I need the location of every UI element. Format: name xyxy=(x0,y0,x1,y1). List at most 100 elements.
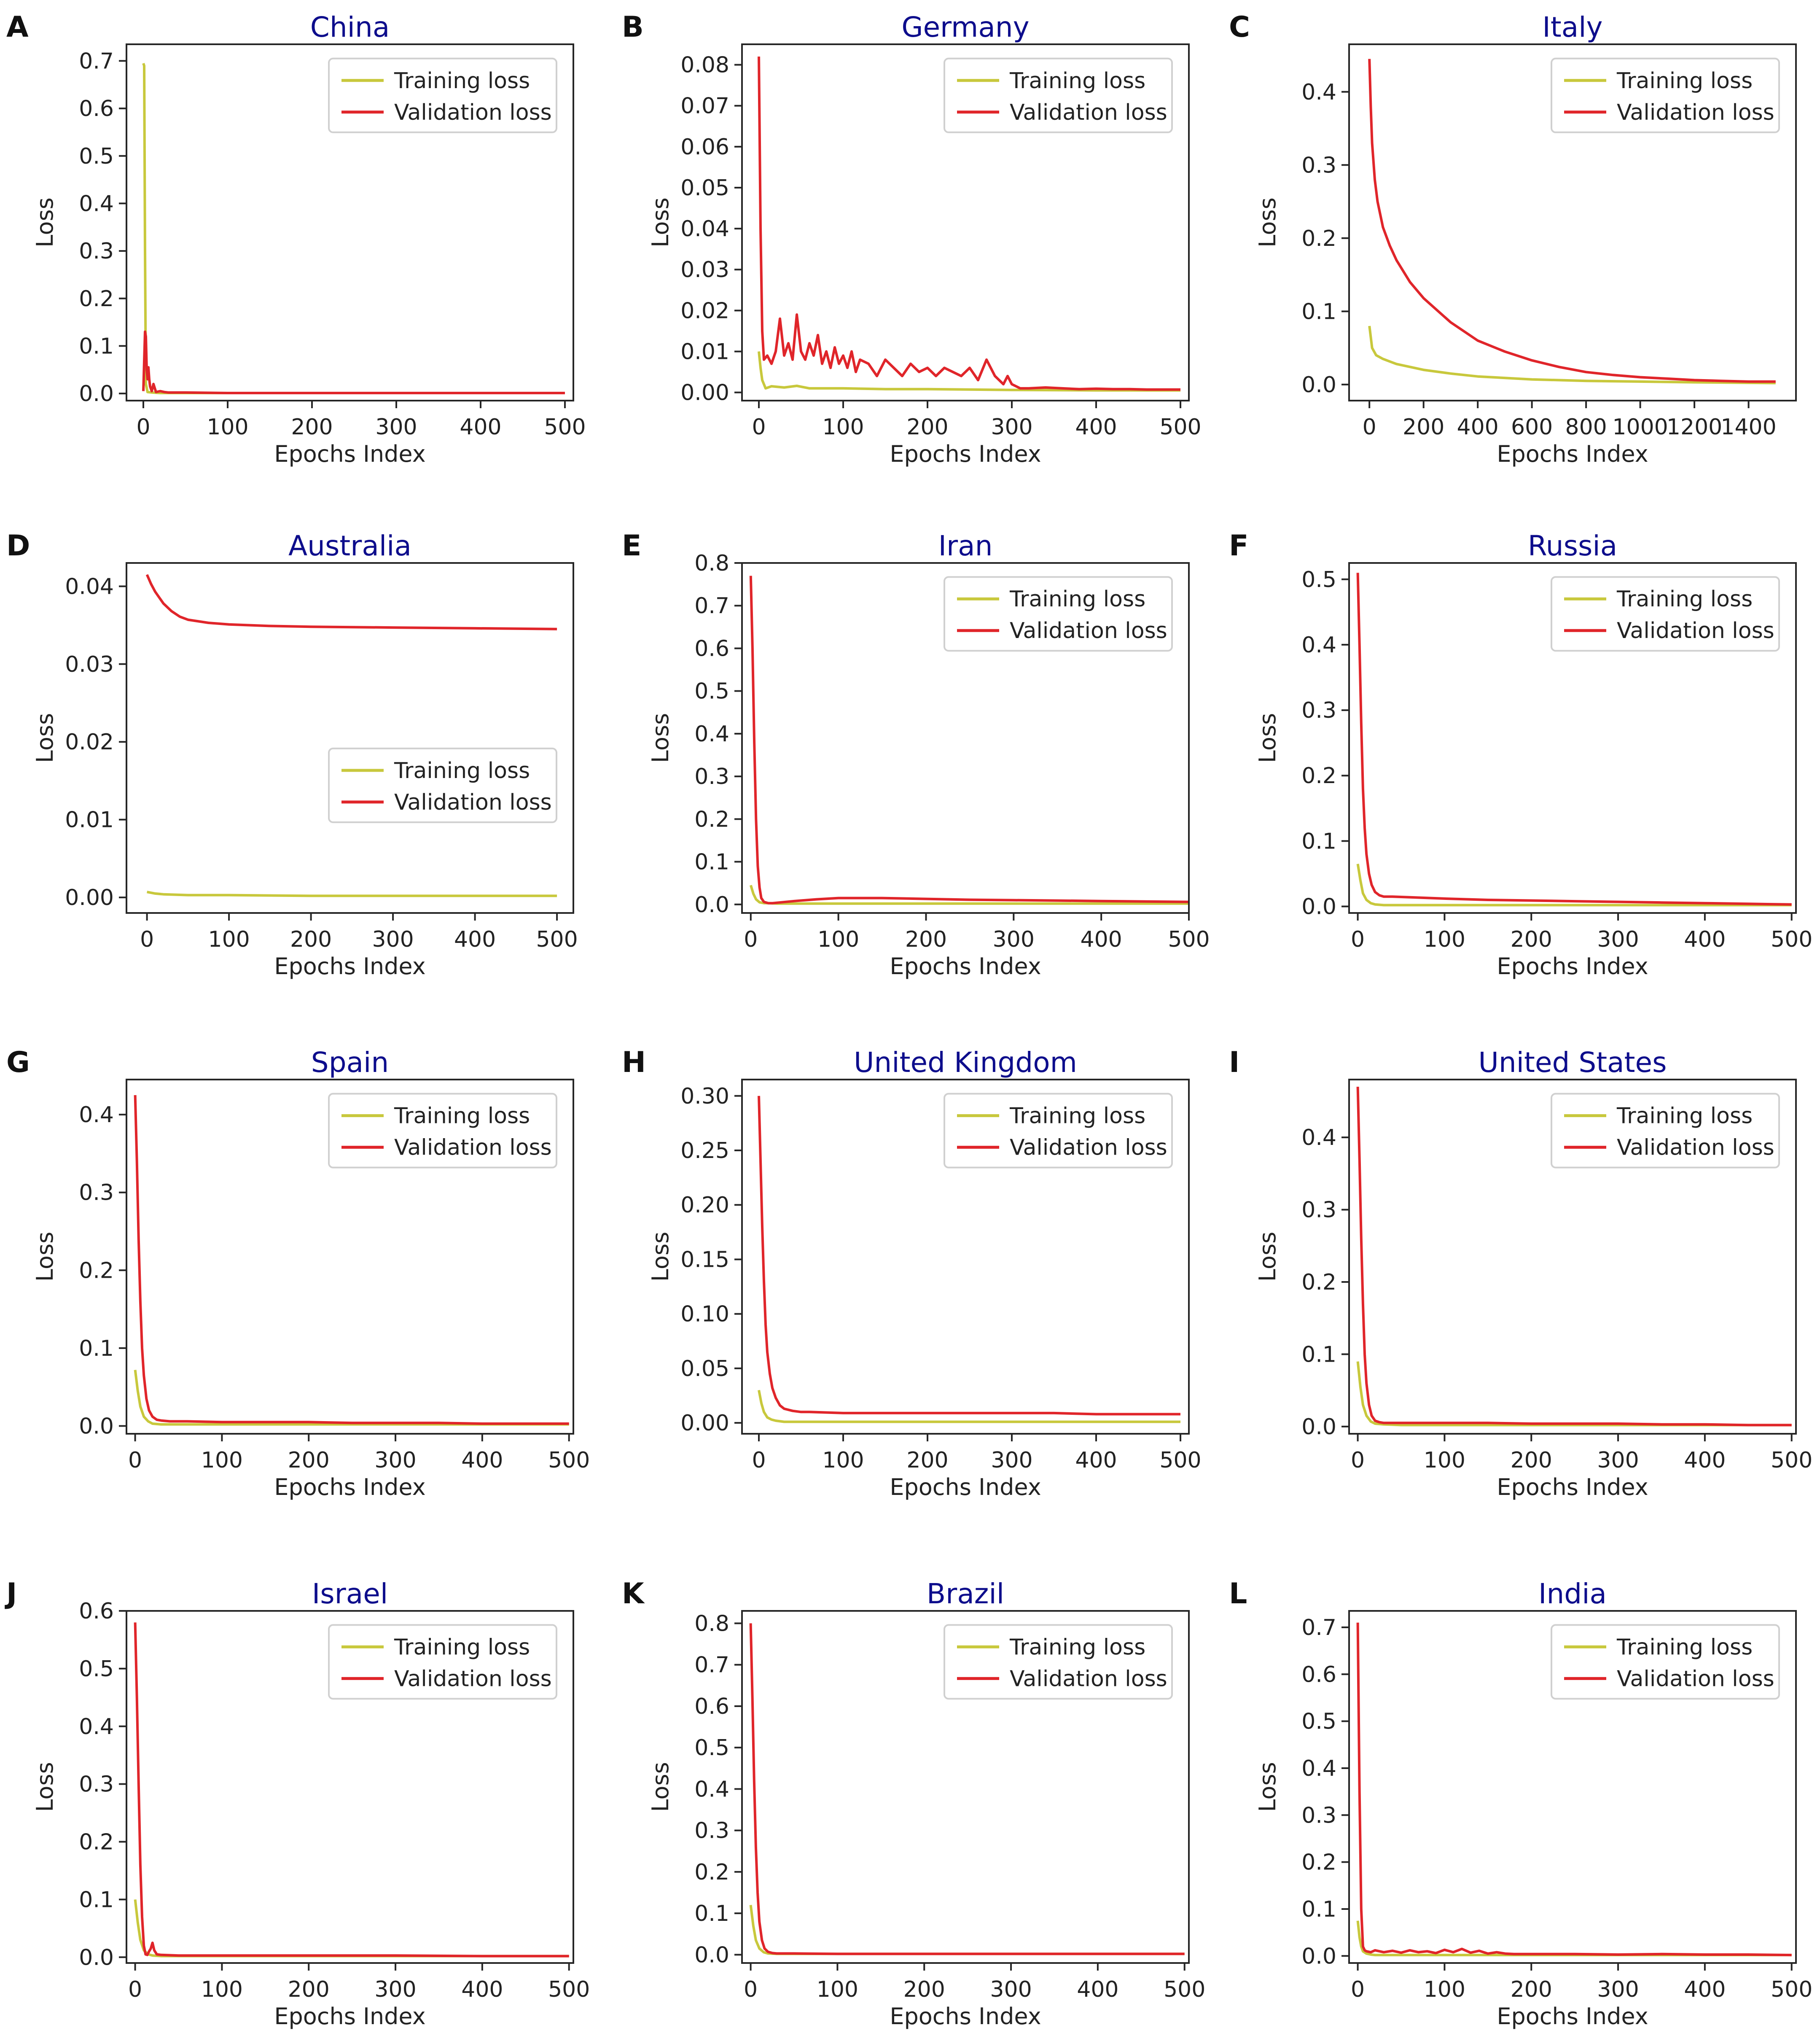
y-tick-label: 0.00 xyxy=(65,885,114,910)
y-tick-label: 0.0 xyxy=(79,1945,114,1970)
y-tick-label: 0.6 xyxy=(79,96,114,121)
y-tick-label: 0.01 xyxy=(680,339,729,364)
plot-frame xyxy=(741,562,1190,914)
chart-panel-f: F Russia 0 100 200 300 400 500 0.0 0.1 0.2 0.3 0.4 0.… xyxy=(1229,529,1812,980)
legend-label-training: Training loss xyxy=(394,758,530,784)
x-tick-label: 200 xyxy=(1511,1448,1552,1473)
training-loss-line xyxy=(758,351,1180,392)
x-tick-label: 400 xyxy=(1075,415,1117,440)
legend: Training loss Validation loss xyxy=(328,1624,557,1700)
y-tick-label: 0.5 xyxy=(694,1735,729,1761)
y-axis-label: Loss xyxy=(647,1762,674,1812)
y-axis-label: Loss xyxy=(32,197,58,247)
x-tick-label: 0 xyxy=(752,415,766,440)
legend-box xyxy=(1551,1093,1780,1169)
x-tick-label: 400 xyxy=(1457,415,1499,440)
x-tick-label: 200 xyxy=(288,1448,330,1473)
legend: Training loss Validation loss xyxy=(328,57,557,133)
y-tick-label: 0.0 xyxy=(79,381,114,407)
y-tick-label: 0.0 xyxy=(694,892,729,918)
y-tick-label: 0.4 xyxy=(1301,633,1336,658)
validation-loss-line xyxy=(758,1096,1180,1416)
training-loss-line xyxy=(758,1390,1180,1423)
y-tick-label: 0.2 xyxy=(79,1830,114,1855)
y-tick-label: 0.3 xyxy=(1301,1198,1336,1223)
legend-label-training: Training loss xyxy=(1009,1104,1145,1129)
y-tick-label: 0.4 xyxy=(79,1102,114,1128)
legend: Training loss Validation loss xyxy=(328,747,557,823)
x-tick-label: 400 xyxy=(461,1448,503,1473)
x-tick-label: 500 xyxy=(1771,1448,1812,1473)
y-tick-label: 0.1 xyxy=(1301,829,1336,854)
chart-panel-j: J Israel 0 100 200 300 400 500 0.0 0.1 0.2 0.3 0.4 0.… xyxy=(5,1577,590,2030)
y-tick-label: 0.4 xyxy=(1301,1125,1336,1150)
legend-label-validation: Validation loss xyxy=(1010,100,1167,125)
legend: Training loss Validation loss xyxy=(944,1624,1173,1700)
x-tick-label: 400 xyxy=(461,1977,503,2002)
y-tick-label: 0.3 xyxy=(1301,153,1336,178)
x-tick-label: 500 xyxy=(1164,1977,1205,2002)
x-tick-label: 0 xyxy=(128,1448,142,1473)
x-tick-label: 500 xyxy=(548,1448,590,1473)
x-axis-label: Epochs Index xyxy=(890,441,1041,467)
y-tick-label: 0.3 xyxy=(694,1818,729,1844)
y-tick-label: 0.6 xyxy=(694,1694,729,1719)
x-tick-label: 200 xyxy=(1403,415,1444,440)
y-tick-label: 0.4 xyxy=(1301,80,1336,105)
chart-title: United States xyxy=(1479,1046,1667,1079)
x-tick-label: 400 xyxy=(1077,1977,1118,2002)
legend-label-validation: Validation loss xyxy=(394,790,552,815)
plot-frame xyxy=(1348,43,1797,401)
x-tick-label: 500 xyxy=(1771,1977,1812,2002)
series-group xyxy=(1356,1087,1792,1427)
y-tick-label: 0.10 xyxy=(680,1302,729,1327)
legend-box xyxy=(944,57,1173,133)
legend-box xyxy=(944,576,1173,652)
x-tick-label: 100 xyxy=(1424,927,1465,952)
y-tick-label: 0.5 xyxy=(694,679,729,704)
x-tick-label: 200 xyxy=(905,927,947,952)
y-tick-label: 0.05 xyxy=(680,175,729,201)
y-tick-label: 0.00 xyxy=(680,1411,729,1436)
y-axis-label: Loss xyxy=(32,713,58,763)
legend: Training loss Validation loss xyxy=(944,1093,1173,1169)
chart-panel-k: K Brazil 0 100 200 300 400 500 0.0 0.1 0.2 0.3 0.4 0.… xyxy=(622,1577,1205,2030)
y-tick-label: 0.7 xyxy=(694,1653,729,1678)
x-tick-label: 500 xyxy=(536,927,578,952)
y-tick-label: 0.7 xyxy=(79,48,114,74)
chart-title: Italy xyxy=(1542,11,1602,43)
y-axis-label: Loss xyxy=(647,1232,674,1282)
plot-frame xyxy=(741,1610,1190,1964)
chart-panel-l: L India 0 100 200 300 400 500 0.0 0.1 0.2 0.3 0.4 0.5… xyxy=(1229,1577,1812,2030)
x-tick-label: 400 xyxy=(1075,1448,1117,1473)
legend-label-validation: Validation loss xyxy=(394,1135,552,1161)
x-tick-label: 400 xyxy=(1081,927,1122,952)
x-tick-label: 400 xyxy=(1684,1977,1726,2002)
panel-label: H xyxy=(622,1046,646,1079)
legend-label-validation: Validation loss xyxy=(1617,1666,1774,1691)
y-tick-label: 0.0 xyxy=(694,1942,729,1968)
y-tick-label: 0.2 xyxy=(1301,763,1336,789)
y-tick-label: 0.5 xyxy=(1301,567,1336,592)
chart-title: Iran xyxy=(938,530,993,562)
y-tick-label: 0.2 xyxy=(694,807,729,832)
legend-box xyxy=(1551,576,1780,652)
validation-loss-line xyxy=(1356,573,1792,906)
y-tick-label: 0.02 xyxy=(65,730,114,755)
legend-label-validation: Validation loss xyxy=(1010,1135,1167,1161)
chart-panel-d: D Australia 0 100 200 300 400 500 0.00 0.01 0.02 0.… xyxy=(6,529,578,980)
training-loss-line xyxy=(134,1899,569,1958)
y-tick-label: 0.15 xyxy=(680,1247,729,1272)
validation-loss-line xyxy=(749,1623,1185,1955)
panel-label: F xyxy=(1229,529,1248,563)
x-tick-label: 100 xyxy=(1424,1448,1465,1473)
chart-title: India xyxy=(1538,1578,1607,1610)
y-tick-label: 0.25 xyxy=(680,1138,729,1163)
series-group xyxy=(758,1096,1180,1423)
y-tick-label: 0.6 xyxy=(79,1599,114,1624)
validation-loss-line xyxy=(134,1622,569,1958)
legend: Training loss Validation loss xyxy=(944,576,1173,652)
y-tick-label: 0.3 xyxy=(79,239,114,264)
y-tick-label: 0.1 xyxy=(1301,1342,1336,1367)
chart-title: Russia xyxy=(1528,530,1617,562)
